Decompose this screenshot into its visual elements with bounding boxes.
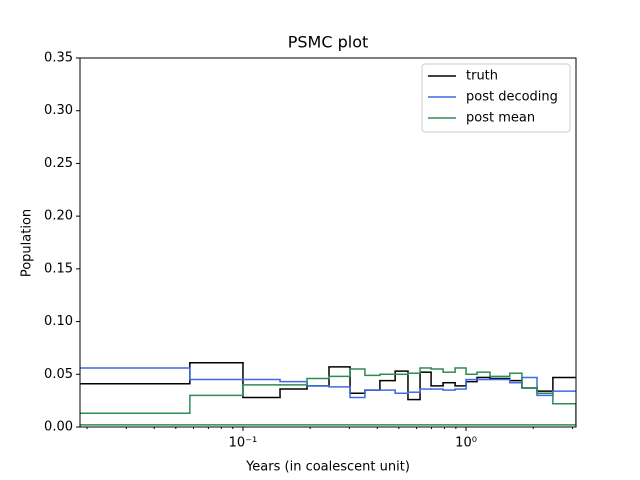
legend-box: [421, 63, 571, 133]
legend-label: truth: [466, 69, 498, 84]
chart-title: PSMC plot: [288, 33, 369, 52]
x-tick-label: 10⁰: [455, 436, 477, 451]
x-tick-label: 10⁻¹: [229, 436, 258, 451]
series: [80, 367, 576, 426]
y-tick-label: 0.35: [44, 51, 73, 66]
series: [80, 367, 576, 399]
y-tick-label: 0.30: [44, 103, 73, 118]
legend-label: post decoding: [466, 90, 558, 105]
legend-label: post mean: [466, 111, 535, 126]
y-tick-label: 0.05: [44, 367, 73, 382]
y-axis-label: Population: [20, 209, 35, 277]
y-tick-label: 0.15: [44, 261, 73, 276]
y-tick-label: 0.20: [44, 209, 73, 224]
x-axis-label: Years (in coalescent unit): [245, 460, 410, 475]
plot-frame: [79, 57, 577, 428]
y-tick-label: 0.00: [44, 420, 73, 435]
y-tick-label: 0.10: [44, 314, 73, 329]
y-tick-label: 0.25: [44, 156, 73, 171]
series: [80, 361, 576, 401]
